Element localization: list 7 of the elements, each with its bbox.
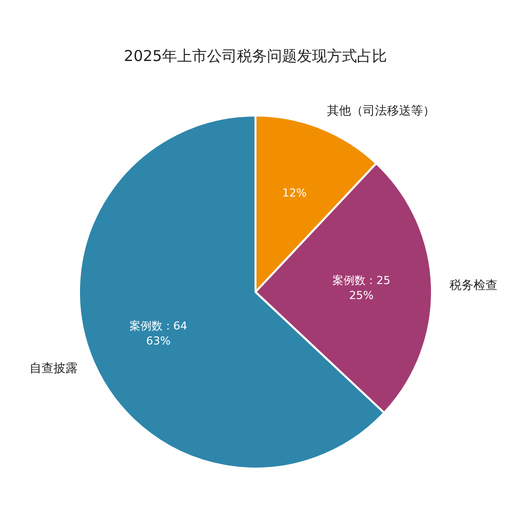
data-label: 案例数：25 25%	[332, 274, 390, 302]
chart-title: 2025年上市公司税务问题发现方式占比	[124, 46, 388, 65]
data-label: 案例数：64 63%	[129, 319, 188, 348]
slice-label: 其他（司法移送等）	[326, 104, 435, 118]
data-label: 12%	[282, 186, 307, 200]
slice-label: 自查披露	[29, 361, 78, 376]
slice-label: 税务检查	[450, 278, 498, 292]
